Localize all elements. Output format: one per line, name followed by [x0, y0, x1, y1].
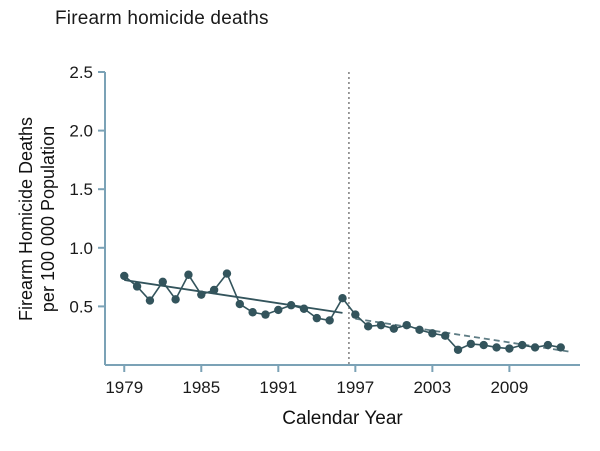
data-point	[120, 271, 129, 281]
data-point	[492, 343, 501, 352]
data-point	[453, 345, 463, 354]
data-point	[235, 299, 244, 309]
data-point	[197, 290, 206, 299]
data-point	[376, 320, 386, 330]
data-point	[363, 322, 373, 331]
y-tick-label: 1.5	[69, 180, 93, 199]
data-point	[441, 331, 450, 340]
data-point	[299, 304, 309, 313]
data-point	[530, 343, 540, 352]
data-point	[261, 310, 270, 319]
data-point	[222, 269, 232, 278]
data-point	[505, 344, 514, 353]
x-axis-label: Calendar Year	[282, 408, 403, 429]
data-point	[556, 343, 565, 352]
data-point	[209, 285, 219, 295]
data-point	[312, 313, 322, 323]
data-point	[415, 325, 424, 335]
y-tick-label: 0.5	[69, 297, 93, 316]
data-point	[145, 296, 155, 305]
x-tick-label: 1985	[182, 378, 220, 397]
chart-title: Firearm homicide deaths	[55, 8, 269, 29]
y-tick-label: 1.0	[69, 239, 93, 258]
data-point	[286, 301, 296, 310]
data-point	[248, 308, 257, 317]
post-law-trend-line	[355, 317, 569, 353]
pre-law-trend-line	[124, 279, 343, 314]
x-tick-label: 2003	[413, 378, 451, 397]
data-point	[274, 305, 283, 315]
data-point	[518, 340, 527, 350]
x-tick-label: 1991	[259, 378, 297, 397]
data-line	[123, 272, 561, 351]
data-point	[479, 340, 488, 350]
data-point	[428, 329, 437, 338]
data-point	[158, 277, 167, 286]
x-tick-label: 1997	[336, 378, 374, 397]
y-tick-label: 2.0	[69, 122, 93, 141]
data-point	[402, 320, 411, 330]
data-point	[389, 324, 399, 333]
data-point	[325, 316, 334, 325]
y-tick-label: 2.5	[69, 63, 93, 82]
data-point	[466, 339, 476, 349]
data-point	[543, 340, 553, 350]
x-tick-label: 2009	[490, 378, 528, 397]
x-tick-label: 1979	[105, 378, 143, 397]
data-point	[184, 270, 193, 279]
data-point	[351, 310, 360, 319]
data-point	[132, 282, 142, 291]
data-point	[338, 293, 347, 303]
data-point	[171, 295, 180, 304]
